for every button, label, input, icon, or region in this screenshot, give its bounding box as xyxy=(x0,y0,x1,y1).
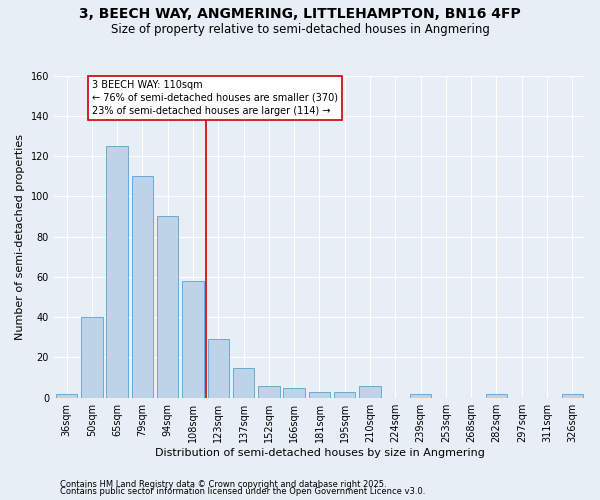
Bar xyxy=(157,216,178,398)
Bar xyxy=(208,340,229,398)
Bar xyxy=(233,368,254,398)
Text: Contains HM Land Registry data © Crown copyright and database right 2025.: Contains HM Land Registry data © Crown c… xyxy=(60,480,386,489)
Bar xyxy=(106,146,128,398)
Bar xyxy=(56,394,77,398)
Bar xyxy=(562,394,583,398)
Bar xyxy=(258,386,280,398)
Bar xyxy=(309,392,330,398)
Bar xyxy=(182,281,204,398)
Bar xyxy=(359,386,381,398)
Bar xyxy=(334,392,355,398)
Text: 3, BEECH WAY, ANGMERING, LITTLEHAMPTON, BN16 4FP: 3, BEECH WAY, ANGMERING, LITTLEHAMPTON, … xyxy=(79,8,521,22)
Y-axis label: Number of semi-detached properties: Number of semi-detached properties xyxy=(15,134,25,340)
X-axis label: Distribution of semi-detached houses by size in Angmering: Distribution of semi-detached houses by … xyxy=(155,448,484,458)
Bar xyxy=(486,394,507,398)
Text: Contains public sector information licensed under the Open Government Licence v3: Contains public sector information licen… xyxy=(60,487,425,496)
Bar xyxy=(283,388,305,398)
Bar xyxy=(410,394,431,398)
Bar xyxy=(131,176,153,398)
Text: Size of property relative to semi-detached houses in Angmering: Size of property relative to semi-detach… xyxy=(110,22,490,36)
Text: 3 BEECH WAY: 110sqm
← 76% of semi-detached houses are smaller (370)
23% of semi-: 3 BEECH WAY: 110sqm ← 76% of semi-detach… xyxy=(92,80,338,116)
Bar xyxy=(81,317,103,398)
